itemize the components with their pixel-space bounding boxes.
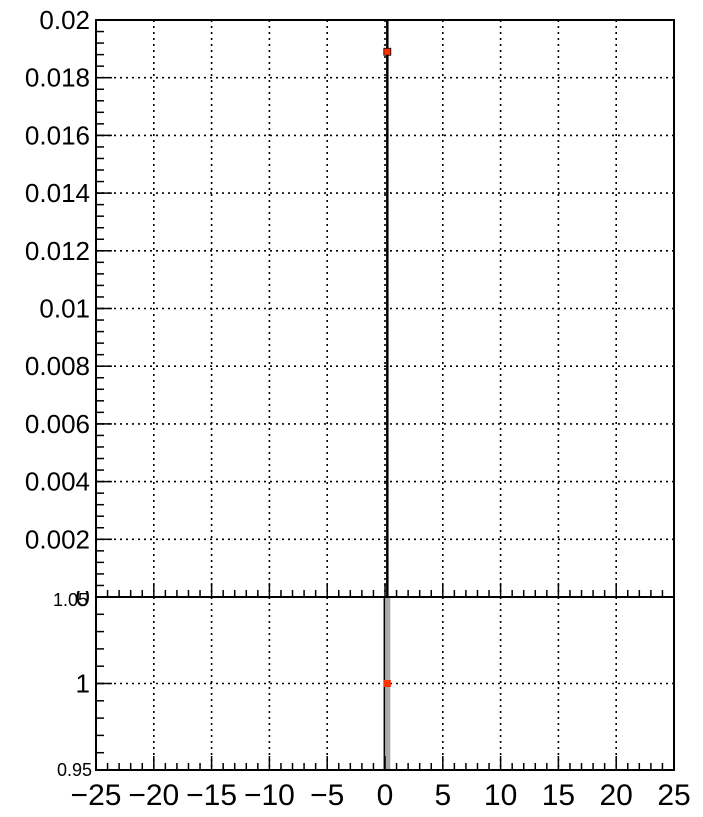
top-y-tick-label: 0.008 bbox=[25, 351, 90, 381]
x-tick-label: 25 bbox=[657, 779, 690, 812]
ratio-frame bbox=[95, 596, 675, 771]
x-tick-label: 15 bbox=[542, 779, 575, 812]
ratio-y-ticks bbox=[96, 596, 112, 771]
top-y-tick-label: 0.02 bbox=[39, 5, 90, 35]
top-y-ticks bbox=[96, 19, 112, 598]
x-tick-labels: −25 −20 −15 −10 −5 0 5 10 15 20 25 bbox=[71, 779, 691, 812]
x-tick-label: −10 bbox=[244, 779, 295, 812]
ratio-data-marks bbox=[383, 680, 391, 687]
top-y-tick-label: 0.016 bbox=[25, 120, 90, 150]
top-data-marks bbox=[383, 20, 392, 597]
top-grid bbox=[96, 20, 674, 597]
top-y-tick-label: 0.018 bbox=[25, 63, 90, 93]
ratio-y-tick-labels: 0.95 1 1.05 bbox=[40, 583, 92, 780]
top-y-tick-label: 0.002 bbox=[25, 524, 90, 554]
top-panel: 00.0020.0040.0060.0080.010.0120.0140.016… bbox=[25, 5, 675, 612]
ratio-data-point bbox=[383, 680, 391, 687]
ratio-y-tick-label: 1.05 bbox=[53, 590, 88, 610]
x-tick-label: 5 bbox=[434, 779, 451, 812]
top-x-ticks bbox=[95, 583, 675, 597]
label-mask bbox=[40, 583, 90, 591]
x-tick-label: −20 bbox=[128, 779, 179, 812]
top-y-tick-label: 0.006 bbox=[25, 409, 90, 439]
ratio-x-ticks bbox=[95, 756, 675, 770]
top-y-tick-label: 0.004 bbox=[25, 467, 90, 497]
ratio-y-tick-label: 1 bbox=[76, 669, 90, 699]
x-tick-label: −5 bbox=[310, 779, 344, 812]
x-tick-label: −15 bbox=[186, 779, 237, 812]
x-tick-label: 20 bbox=[600, 779, 633, 812]
x-tick-label: 0 bbox=[377, 779, 394, 812]
ratio-panel: 0.95 1 1.05 −25 −20 −15 −10 −5 0 5 10 15 20 25 bbox=[40, 583, 691, 812]
x-tick-label: −25 bbox=[71, 779, 122, 812]
top-y-tick-label: 0.014 bbox=[25, 178, 90, 208]
top-y-tick-labels: 00.0020.0040.0060.0080.010.0120.0140.016… bbox=[25, 5, 90, 612]
top-data-point bbox=[383, 47, 392, 56]
top-y-tick-label: 0.012 bbox=[25, 236, 90, 266]
top-y-tick-label: 0.01 bbox=[39, 294, 90, 324]
ratio-y-tick-label: 0.95 bbox=[57, 760, 92, 780]
x-tick-label: 10 bbox=[484, 779, 517, 812]
